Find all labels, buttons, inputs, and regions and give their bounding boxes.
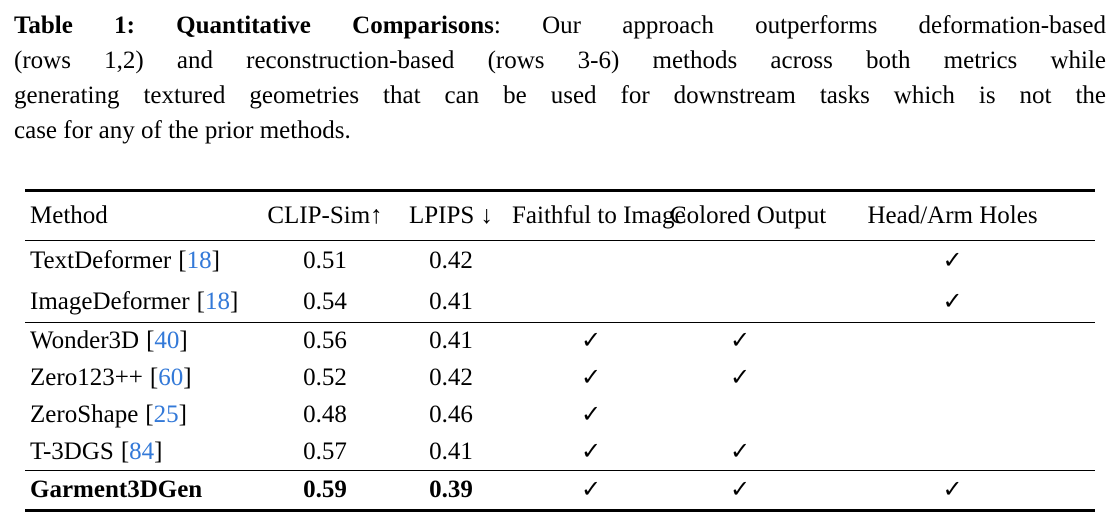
lpips-value: 0.41 bbox=[390, 433, 512, 471]
table-container: Method CLIP-Sim↑ LPIPS ↓ Faithful to Ima… bbox=[14, 189, 1106, 512]
citation-link[interactable]: [60] bbox=[149, 364, 192, 391]
table-row-imagedeformer: ImageDeformer [18] 0.54 0.41 ✓ bbox=[25, 281, 1095, 323]
faithful-check-cell: ✓ bbox=[512, 360, 670, 397]
column-header-holes: Head/Arm Holes bbox=[810, 190, 1095, 241]
column-header-lpips: LPIPS ↓ bbox=[390, 190, 512, 241]
colored-check-cell bbox=[670, 281, 810, 323]
citation-link[interactable]: [18] bbox=[196, 287, 239, 315]
clip-sim-value: 0.51 bbox=[303, 247, 347, 275]
checkmark-icon: ✓ bbox=[580, 475, 602, 503]
faithful-check-cell: ✓ bbox=[512, 323, 670, 360]
clip-sim-value: 0.57 bbox=[260, 433, 390, 471]
method-cell: TextDeformer [18] bbox=[25, 241, 260, 282]
checkmark-icon: ✓ bbox=[729, 436, 751, 465]
colored-check-cell bbox=[670, 397, 810, 434]
clip-sim-value: 0.59 bbox=[303, 476, 347, 503]
method-name: Wonder3D bbox=[30, 327, 140, 355]
table-row-t3dgs: T-3DGS [84] 0.57 0.41 ✓ ✓ bbox=[25, 433, 1095, 471]
method-name: TextDeformer bbox=[30, 247, 172, 275]
caption-line-1: Table 1: Quantitative Comparisons: Our a… bbox=[14, 8, 1106, 43]
column-header-method: Method bbox=[25, 190, 260, 241]
table-row-garment3dgen: Garment3DGen 0.59 0.39 ✓ ✓ ✓ bbox=[25, 471, 1095, 511]
citation-number: 25 bbox=[153, 401, 179, 428]
holes-check-cell bbox=[810, 397, 1095, 434]
lpips-value: 0.42 bbox=[429, 247, 473, 275]
faithful-check-cell: ✓ bbox=[512, 433, 670, 471]
faithful-check-cell bbox=[512, 241, 670, 282]
clip-sim-value: 0.56 bbox=[303, 327, 347, 355]
checkmark-icon: ✓ bbox=[729, 326, 751, 355]
clip-sim-value: 0.52 bbox=[303, 364, 347, 391]
citation-link[interactable]: [84] bbox=[120, 437, 163, 465]
checkmark-icon: ✓ bbox=[580, 326, 602, 355]
checkmark-icon: ✓ bbox=[942, 246, 963, 275]
holes-check-cell bbox=[810, 360, 1095, 397]
method-cell: Wonder3D [40] bbox=[25, 323, 260, 360]
table-row-zeroshape: ZeroShape [25] 0.48 0.46 ✓ bbox=[25, 397, 1095, 434]
citation-link[interactable]: [18] bbox=[178, 247, 220, 275]
holes-check-cell: ✓ bbox=[810, 471, 1095, 511]
method-name: T-3DGS bbox=[30, 437, 114, 465]
caption-title: Table 1: Quantitative Comparisons bbox=[14, 12, 494, 39]
colored-check-cell: ✓ bbox=[670, 360, 810, 397]
lpips-value: 0.41 bbox=[429, 327, 473, 355]
faithful-check-cell: ✓ bbox=[512, 397, 670, 434]
caption-text: : Our approach outperforms deformation-b… bbox=[493, 12, 1106, 39]
colored-check-cell: ✓ bbox=[670, 323, 810, 360]
checkmark-icon: ✓ bbox=[942, 286, 963, 315]
column-header-clip-sim: CLIP-Sim↑ bbox=[260, 190, 390, 241]
citation-link[interactable]: [25] bbox=[145, 401, 187, 428]
holes-check-cell bbox=[810, 433, 1095, 471]
colored-check-cell: ✓ bbox=[670, 433, 810, 471]
table-row-textdeformer: TextDeformer [18] 0.51 0.42 ✓ bbox=[25, 241, 1095, 282]
checkmark-icon: ✓ bbox=[580, 436, 602, 465]
checkmark-icon: ✓ bbox=[729, 475, 751, 503]
caption-line-3: generating textured geometries that can … bbox=[14, 82, 1106, 109]
lpips-value: 0.41 bbox=[390, 281, 512, 323]
table-row-zero123: Zero123++ [60] 0.52 0.42 ✓ ✓ bbox=[25, 360, 1095, 397]
colored-check-cell bbox=[670, 241, 810, 282]
method-name: Garment3DGen bbox=[30, 476, 203, 503]
method-cell: Garment3DGen bbox=[25, 471, 260, 511]
table-row-wonder3d: Wonder3D [40] 0.56 0.41 ✓ ✓ bbox=[25, 323, 1095, 360]
column-header-colored: Colored Output bbox=[670, 190, 826, 241]
citation-number: 40 bbox=[154, 327, 180, 355]
header-row: Method CLIP-Sim↑ LPIPS ↓ Faithful to Ima… bbox=[25, 190, 1095, 241]
method-name: Zero123++ bbox=[30, 364, 143, 391]
colored-check-cell: ✓ bbox=[670, 471, 810, 511]
citation-number: 60 bbox=[158, 364, 184, 391]
method-name: ImageDeformer bbox=[30, 287, 190, 315]
citation-number: 18 bbox=[186, 247, 212, 275]
method-cell: Zero123++ [60] bbox=[25, 360, 260, 397]
holes-check-cell: ✓ bbox=[810, 241, 1095, 282]
lpips-value: 0.42 bbox=[429, 364, 473, 391]
method-cell: ImageDeformer [18] bbox=[25, 281, 260, 323]
citation-number: 84 bbox=[129, 437, 155, 465]
clip-sim-value: 0.48 bbox=[303, 401, 347, 428]
column-header-faithful: Faithful to Image bbox=[512, 190, 686, 241]
checkmark-icon: ✓ bbox=[942, 475, 963, 503]
method-cell: ZeroShape [25] bbox=[25, 397, 260, 434]
faithful-check-cell bbox=[512, 281, 670, 323]
citation-link[interactable]: [40] bbox=[146, 327, 188, 355]
caption-line-2: (rows 1,2) and reconstruction-based (row… bbox=[14, 47, 1106, 74]
method-cell: T-3DGS [84] bbox=[25, 433, 260, 471]
paper-page: Table 1: Quantitative Comparisons: Our a… bbox=[14, 8, 1106, 512]
checkmark-icon: ✓ bbox=[580, 400, 602, 428]
lpips-value: 0.39 bbox=[429, 476, 473, 503]
holes-check-cell bbox=[810, 323, 1095, 360]
holes-check-cell: ✓ bbox=[810, 281, 1095, 323]
clip-sim-value: 0.54 bbox=[260, 281, 390, 323]
caption-line-4: case for any of the prior methods. bbox=[14, 117, 351, 144]
lpips-value: 0.46 bbox=[429, 401, 473, 428]
checkmark-icon: ✓ bbox=[729, 363, 751, 391]
method-name: ZeroShape bbox=[30, 401, 139, 428]
citation-number: 18 bbox=[204, 287, 230, 315]
checkmark-icon: ✓ bbox=[580, 363, 602, 391]
comparison-table: Method CLIP-Sim↑ LPIPS ↓ Faithful to Ima… bbox=[25, 189, 1095, 512]
faithful-check-cell: ✓ bbox=[512, 471, 670, 511]
table-caption: Table 1: Quantitative Comparisons: Our a… bbox=[14, 8, 1106, 148]
